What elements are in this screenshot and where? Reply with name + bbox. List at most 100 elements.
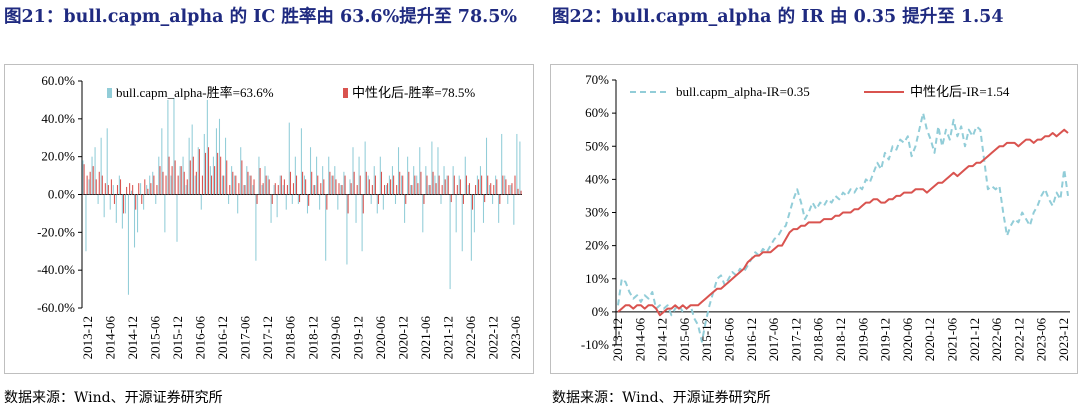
bar-series-a [437, 147, 439, 195]
bar-series-b [396, 185, 398, 195]
bar-series-b [438, 175, 440, 195]
bar-series-a [215, 128, 217, 195]
left-chart-title: 图21：bull.capm_alpha 的 IC 胜率由 63.6%提升至 78… [4, 7, 518, 27]
x-tick-label: 2021-06 [945, 317, 960, 361]
x-tick-label: 2016-12 [744, 318, 759, 361]
bar-series-a [349, 179, 351, 195]
bar-series-a [501, 133, 503, 195]
bar-series-a [328, 156, 330, 195]
bar-series-a [179, 166, 181, 195]
x-tick-label: 2015-06 [148, 316, 163, 360]
bar-series-b [180, 166, 182, 195]
bar-series-a [370, 194, 372, 204]
x-tick-label: 2021-12 [440, 316, 455, 359]
bar-series-b [453, 175, 455, 195]
bar-series-b [141, 194, 143, 204]
x-tick-label: 2018-06 [811, 317, 826, 361]
bar-series-a [334, 166, 336, 195]
x-tick-label: 2022-06 [989, 317, 1004, 361]
bar-series-b [326, 194, 328, 210]
bar-series-b [123, 194, 125, 214]
bar-series-a [158, 156, 160, 195]
bar-series-b [520, 190, 522, 195]
bar-series-b [426, 175, 428, 195]
bar-series-b [493, 185, 495, 195]
bar-series-b [277, 185, 279, 195]
bar-series-b [362, 194, 364, 214]
y-tick-label: 50% [585, 138, 609, 153]
bar-series-a [234, 175, 236, 195]
bar-series-b [217, 152, 219, 195]
bar-series-b [468, 183, 471, 195]
bar-series-a [419, 147, 421, 195]
bar-series-b [271, 194, 273, 204]
bar-series-a [194, 175, 196, 195]
bar-series-a [221, 175, 224, 195]
bar-series-a [376, 194, 378, 214]
x-tick-label: 2022-12 [1011, 318, 1026, 361]
bar-series-b [144, 179, 146, 195]
bar-series-b [353, 171, 355, 195]
bar-series-b [195, 171, 197, 195]
right-chart-frame [550, 64, 1078, 374]
x-tick-label: 2019-12 [878, 318, 893, 361]
y-tick-label: 0.0% [48, 187, 75, 202]
bar-series-a [225, 137, 227, 195]
bar-series-b [399, 171, 401, 195]
x-tick-label: 2019-12 [350, 316, 365, 359]
x-tick-label: 2017-12 [788, 318, 803, 361]
bar-series-a [385, 185, 387, 195]
bar-series-b [192, 156, 194, 195]
bar-series-a [121, 194, 123, 229]
bar-series-a [440, 194, 442, 204]
bar-series-a [115, 194, 117, 223]
x-tick-label: 2019-06 [855, 317, 870, 361]
bar-series-b [135, 194, 137, 210]
bar-series-b [505, 179, 507, 195]
bar-series-a [416, 175, 418, 195]
bar-series-b [289, 171, 291, 195]
bar-series-b [232, 171, 234, 195]
bar-series-b [462, 194, 464, 204]
right-source-note: 数据来源：Wind、开源证券研究所 [552, 390, 771, 406]
bar-series-a [495, 175, 497, 195]
right-chart-title: 图22：bull.capm_alpha 的 IR 由 0.35 提升至 1.54 [552, 7, 1004, 27]
x-tick-label: 2018-12 [833, 318, 848, 361]
bar-series-a [340, 185, 342, 195]
legend-label-series-b: 中性化后-IR=1.54 [910, 84, 1010, 99]
x-tick-label: 2016-06 [193, 316, 208, 360]
bar-series-a [170, 175, 172, 195]
bar-series-a [124, 194, 126, 214]
bar-series-a [212, 156, 214, 195]
bar-series-a [300, 128, 302, 195]
bar-series-a [309, 147, 312, 195]
bar-series-a [449, 194, 451, 290]
x-tick-label: 2023-06 [508, 316, 523, 360]
bar-series-b [214, 166, 216, 195]
bar-series-a [482, 194, 485, 223]
bar-series-b [113, 194, 115, 204]
bar-series-b [435, 183, 437, 195]
bar-series-b [308, 194, 310, 206]
bar-series-b [292, 183, 295, 195]
bar-series-b [168, 156, 170, 195]
x-tick-label: 2013-12 [610, 318, 625, 361]
bar-series-b [92, 166, 94, 195]
bar-series-b [317, 175, 319, 195]
y-tick-label: 0% [592, 304, 610, 319]
bar-series-b [511, 183, 513, 195]
y-tick-label: 20.0% [41, 149, 75, 164]
bar-series-a [88, 179, 90, 195]
x-tick-label: 2023-06 [1034, 317, 1049, 361]
bar-series-a [364, 141, 366, 195]
x-tick-label: 2020-06 [373, 316, 388, 360]
y-tick-label: -40.0% [37, 262, 75, 277]
x-tick-label: 2021-06 [418, 316, 433, 360]
line-series-a [617, 112, 1069, 343]
bar-series-a [137, 194, 139, 233]
bar-series-a [143, 194, 145, 210]
bar-series-a [167, 99, 169, 195]
bar-series-a [237, 194, 239, 214]
bar-series-a [306, 194, 309, 214]
bar-series-b [110, 179, 112, 195]
